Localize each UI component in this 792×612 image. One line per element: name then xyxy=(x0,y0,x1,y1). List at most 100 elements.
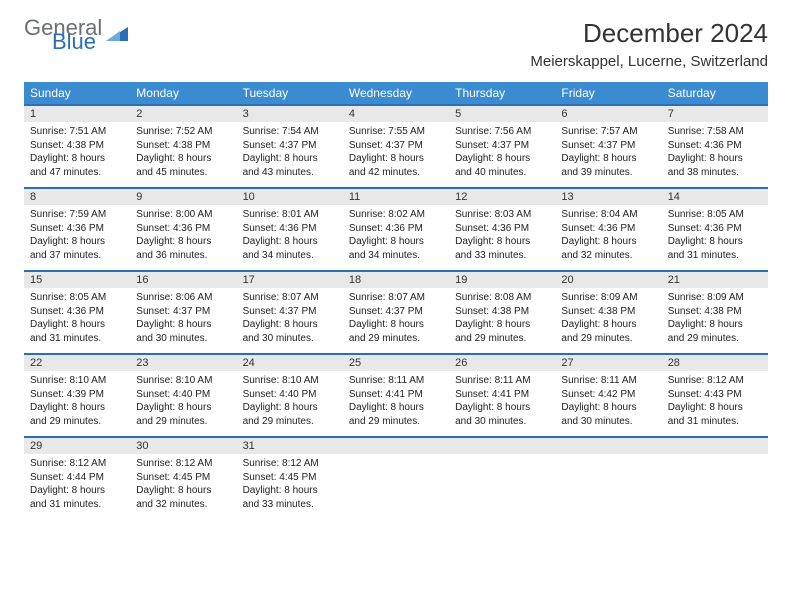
day-details: Sunrise: 7:56 AMSunset: 4:37 PMDaylight:… xyxy=(449,122,555,187)
location-text: Meierskappel, Lucerne, Switzerland xyxy=(530,53,768,70)
day-details: Sunrise: 7:52 AMSunset: 4:38 PMDaylight:… xyxy=(130,122,236,187)
sunset-text: Sunset: 4:36 PM xyxy=(349,222,443,236)
daylight-text: Daylight: 8 hours and 38 minutes. xyxy=(668,152,762,179)
sunset-text: Sunset: 4:43 PM xyxy=(668,388,762,402)
daylight-text: Daylight: 8 hours and 43 minutes. xyxy=(243,152,337,179)
day-details: Sunrise: 8:06 AMSunset: 4:37 PMDaylight:… xyxy=(130,288,236,353)
sunrise-text: Sunrise: 7:52 AM xyxy=(136,125,230,139)
daylight-text: Daylight: 8 hours and 31 minutes. xyxy=(30,484,124,511)
daylight-text: Daylight: 8 hours and 37 minutes. xyxy=(30,235,124,262)
sunset-text: Sunset: 4:45 PM xyxy=(136,471,230,485)
day-details: Sunrise: 7:58 AMSunset: 4:36 PMDaylight:… xyxy=(662,122,768,187)
daylight-text: Daylight: 8 hours and 29 minutes. xyxy=(561,318,655,345)
day-number: 15 xyxy=(24,272,130,288)
weekday-header-row: SundayMondayTuesdayWednesdayThursdayFrid… xyxy=(24,82,768,105)
day-number: 22 xyxy=(24,355,130,371)
sunset-text: Sunset: 4:37 PM xyxy=(243,305,337,319)
day-number: 13 xyxy=(555,189,661,205)
page-title: December 2024 xyxy=(530,18,768,49)
day-cell: 28Sunrise: 8:12 AMSunset: 4:43 PMDayligh… xyxy=(662,354,768,437)
daylight-text: Daylight: 8 hours and 33 minutes. xyxy=(243,484,337,511)
day-number xyxy=(343,438,449,454)
daylight-text: Daylight: 8 hours and 34 minutes. xyxy=(349,235,443,262)
day-number: 6 xyxy=(555,106,661,122)
daylight-text: Daylight: 8 hours and 47 minutes. xyxy=(30,152,124,179)
day-details: Sunrise: 7:57 AMSunset: 4:37 PMDaylight:… xyxy=(555,122,661,187)
day-details: Sunrise: 8:07 AMSunset: 4:37 PMDaylight:… xyxy=(237,288,343,353)
day-number: 29 xyxy=(24,438,130,454)
daylight-text: Daylight: 8 hours and 29 minutes. xyxy=(136,401,230,428)
sunset-text: Sunset: 4:37 PM xyxy=(561,139,655,153)
day-cell xyxy=(662,437,768,519)
day-cell: 12Sunrise: 8:03 AMSunset: 4:36 PMDayligh… xyxy=(449,188,555,271)
day-cell: 15Sunrise: 8:05 AMSunset: 4:36 PMDayligh… xyxy=(24,271,130,354)
logo: General Blue xyxy=(24,18,128,52)
sunrise-text: Sunrise: 8:03 AM xyxy=(455,208,549,222)
day-cell: 11Sunrise: 8:02 AMSunset: 4:36 PMDayligh… xyxy=(343,188,449,271)
day-cell: 3Sunrise: 7:54 AMSunset: 4:37 PMDaylight… xyxy=(237,105,343,188)
day-number xyxy=(555,438,661,454)
weekday-header: Tuesday xyxy=(237,82,343,105)
sunset-text: Sunset: 4:38 PM xyxy=(455,305,549,319)
logo-triangle-icon xyxy=(106,23,128,46)
day-cell: 29Sunrise: 8:12 AMSunset: 4:44 PMDayligh… xyxy=(24,437,130,519)
day-details: Sunrise: 7:51 AMSunset: 4:38 PMDaylight:… xyxy=(24,122,130,187)
day-details: Sunrise: 8:12 AMSunset: 4:44 PMDaylight:… xyxy=(24,454,130,519)
day-details: Sunrise: 8:10 AMSunset: 4:40 PMDaylight:… xyxy=(237,371,343,436)
sunset-text: Sunset: 4:44 PM xyxy=(30,471,124,485)
weekday-header: Monday xyxy=(130,82,236,105)
sunset-text: Sunset: 4:36 PM xyxy=(30,222,124,236)
day-number xyxy=(662,438,768,454)
logo-word-blue: Blue xyxy=(52,32,102,52)
sunrise-text: Sunrise: 7:58 AM xyxy=(668,125,762,139)
week-row: 29Sunrise: 8:12 AMSunset: 4:44 PMDayligh… xyxy=(24,437,768,519)
sunset-text: Sunset: 4:36 PM xyxy=(668,222,762,236)
sunrise-text: Sunrise: 8:09 AM xyxy=(668,291,762,305)
day-number: 20 xyxy=(555,272,661,288)
day-details: Sunrise: 8:01 AMSunset: 4:36 PMDaylight:… xyxy=(237,205,343,270)
week-row: 15Sunrise: 8:05 AMSunset: 4:36 PMDayligh… xyxy=(24,271,768,354)
sunrise-text: Sunrise: 8:02 AM xyxy=(349,208,443,222)
sunrise-text: Sunrise: 8:12 AM xyxy=(243,457,337,471)
day-details: Sunrise: 8:07 AMSunset: 4:37 PMDaylight:… xyxy=(343,288,449,353)
day-number: 8 xyxy=(24,189,130,205)
day-details: Sunrise: 7:59 AMSunset: 4:36 PMDaylight:… xyxy=(24,205,130,270)
weekday-header: Friday xyxy=(555,82,661,105)
day-details: Sunrise: 8:05 AMSunset: 4:36 PMDaylight:… xyxy=(24,288,130,353)
day-cell: 13Sunrise: 8:04 AMSunset: 4:36 PMDayligh… xyxy=(555,188,661,271)
day-details xyxy=(555,454,661,516)
week-row: 8Sunrise: 7:59 AMSunset: 4:36 PMDaylight… xyxy=(24,188,768,271)
day-cell: 7Sunrise: 7:58 AMSunset: 4:36 PMDaylight… xyxy=(662,105,768,188)
sunrise-text: Sunrise: 7:51 AM xyxy=(30,125,124,139)
sunrise-text: Sunrise: 8:01 AM xyxy=(243,208,337,222)
sunset-text: Sunset: 4:45 PM xyxy=(243,471,337,485)
sunrise-text: Sunrise: 8:10 AM xyxy=(136,374,230,388)
sunset-text: Sunset: 4:39 PM xyxy=(30,388,124,402)
day-details: Sunrise: 8:00 AMSunset: 4:36 PMDaylight:… xyxy=(130,205,236,270)
sunrise-text: Sunrise: 8:10 AM xyxy=(243,374,337,388)
day-number xyxy=(449,438,555,454)
sunset-text: Sunset: 4:37 PM xyxy=(243,139,337,153)
day-details: Sunrise: 8:03 AMSunset: 4:36 PMDaylight:… xyxy=(449,205,555,270)
sunrise-text: Sunrise: 8:10 AM xyxy=(30,374,124,388)
day-number: 28 xyxy=(662,355,768,371)
day-number: 30 xyxy=(130,438,236,454)
day-details: Sunrise: 8:09 AMSunset: 4:38 PMDaylight:… xyxy=(555,288,661,353)
day-details: Sunrise: 8:04 AMSunset: 4:36 PMDaylight:… xyxy=(555,205,661,270)
day-number: 1 xyxy=(24,106,130,122)
sunset-text: Sunset: 4:36 PM xyxy=(455,222,549,236)
weekday-header: Sunday xyxy=(24,82,130,105)
day-cell: 27Sunrise: 8:11 AMSunset: 4:42 PMDayligh… xyxy=(555,354,661,437)
day-details xyxy=(449,454,555,516)
sunrise-text: Sunrise: 8:11 AM xyxy=(349,374,443,388)
day-cell: 9Sunrise: 8:00 AMSunset: 4:36 PMDaylight… xyxy=(130,188,236,271)
sunset-text: Sunset: 4:38 PM xyxy=(30,139,124,153)
day-number: 23 xyxy=(130,355,236,371)
sunrise-text: Sunrise: 8:05 AM xyxy=(668,208,762,222)
sunset-text: Sunset: 4:38 PM xyxy=(561,305,655,319)
day-cell: 24Sunrise: 8:10 AMSunset: 4:40 PMDayligh… xyxy=(237,354,343,437)
sunrise-text: Sunrise: 8:08 AM xyxy=(455,291,549,305)
day-details xyxy=(662,454,768,516)
day-cell: 22Sunrise: 8:10 AMSunset: 4:39 PMDayligh… xyxy=(24,354,130,437)
daylight-text: Daylight: 8 hours and 33 minutes. xyxy=(455,235,549,262)
